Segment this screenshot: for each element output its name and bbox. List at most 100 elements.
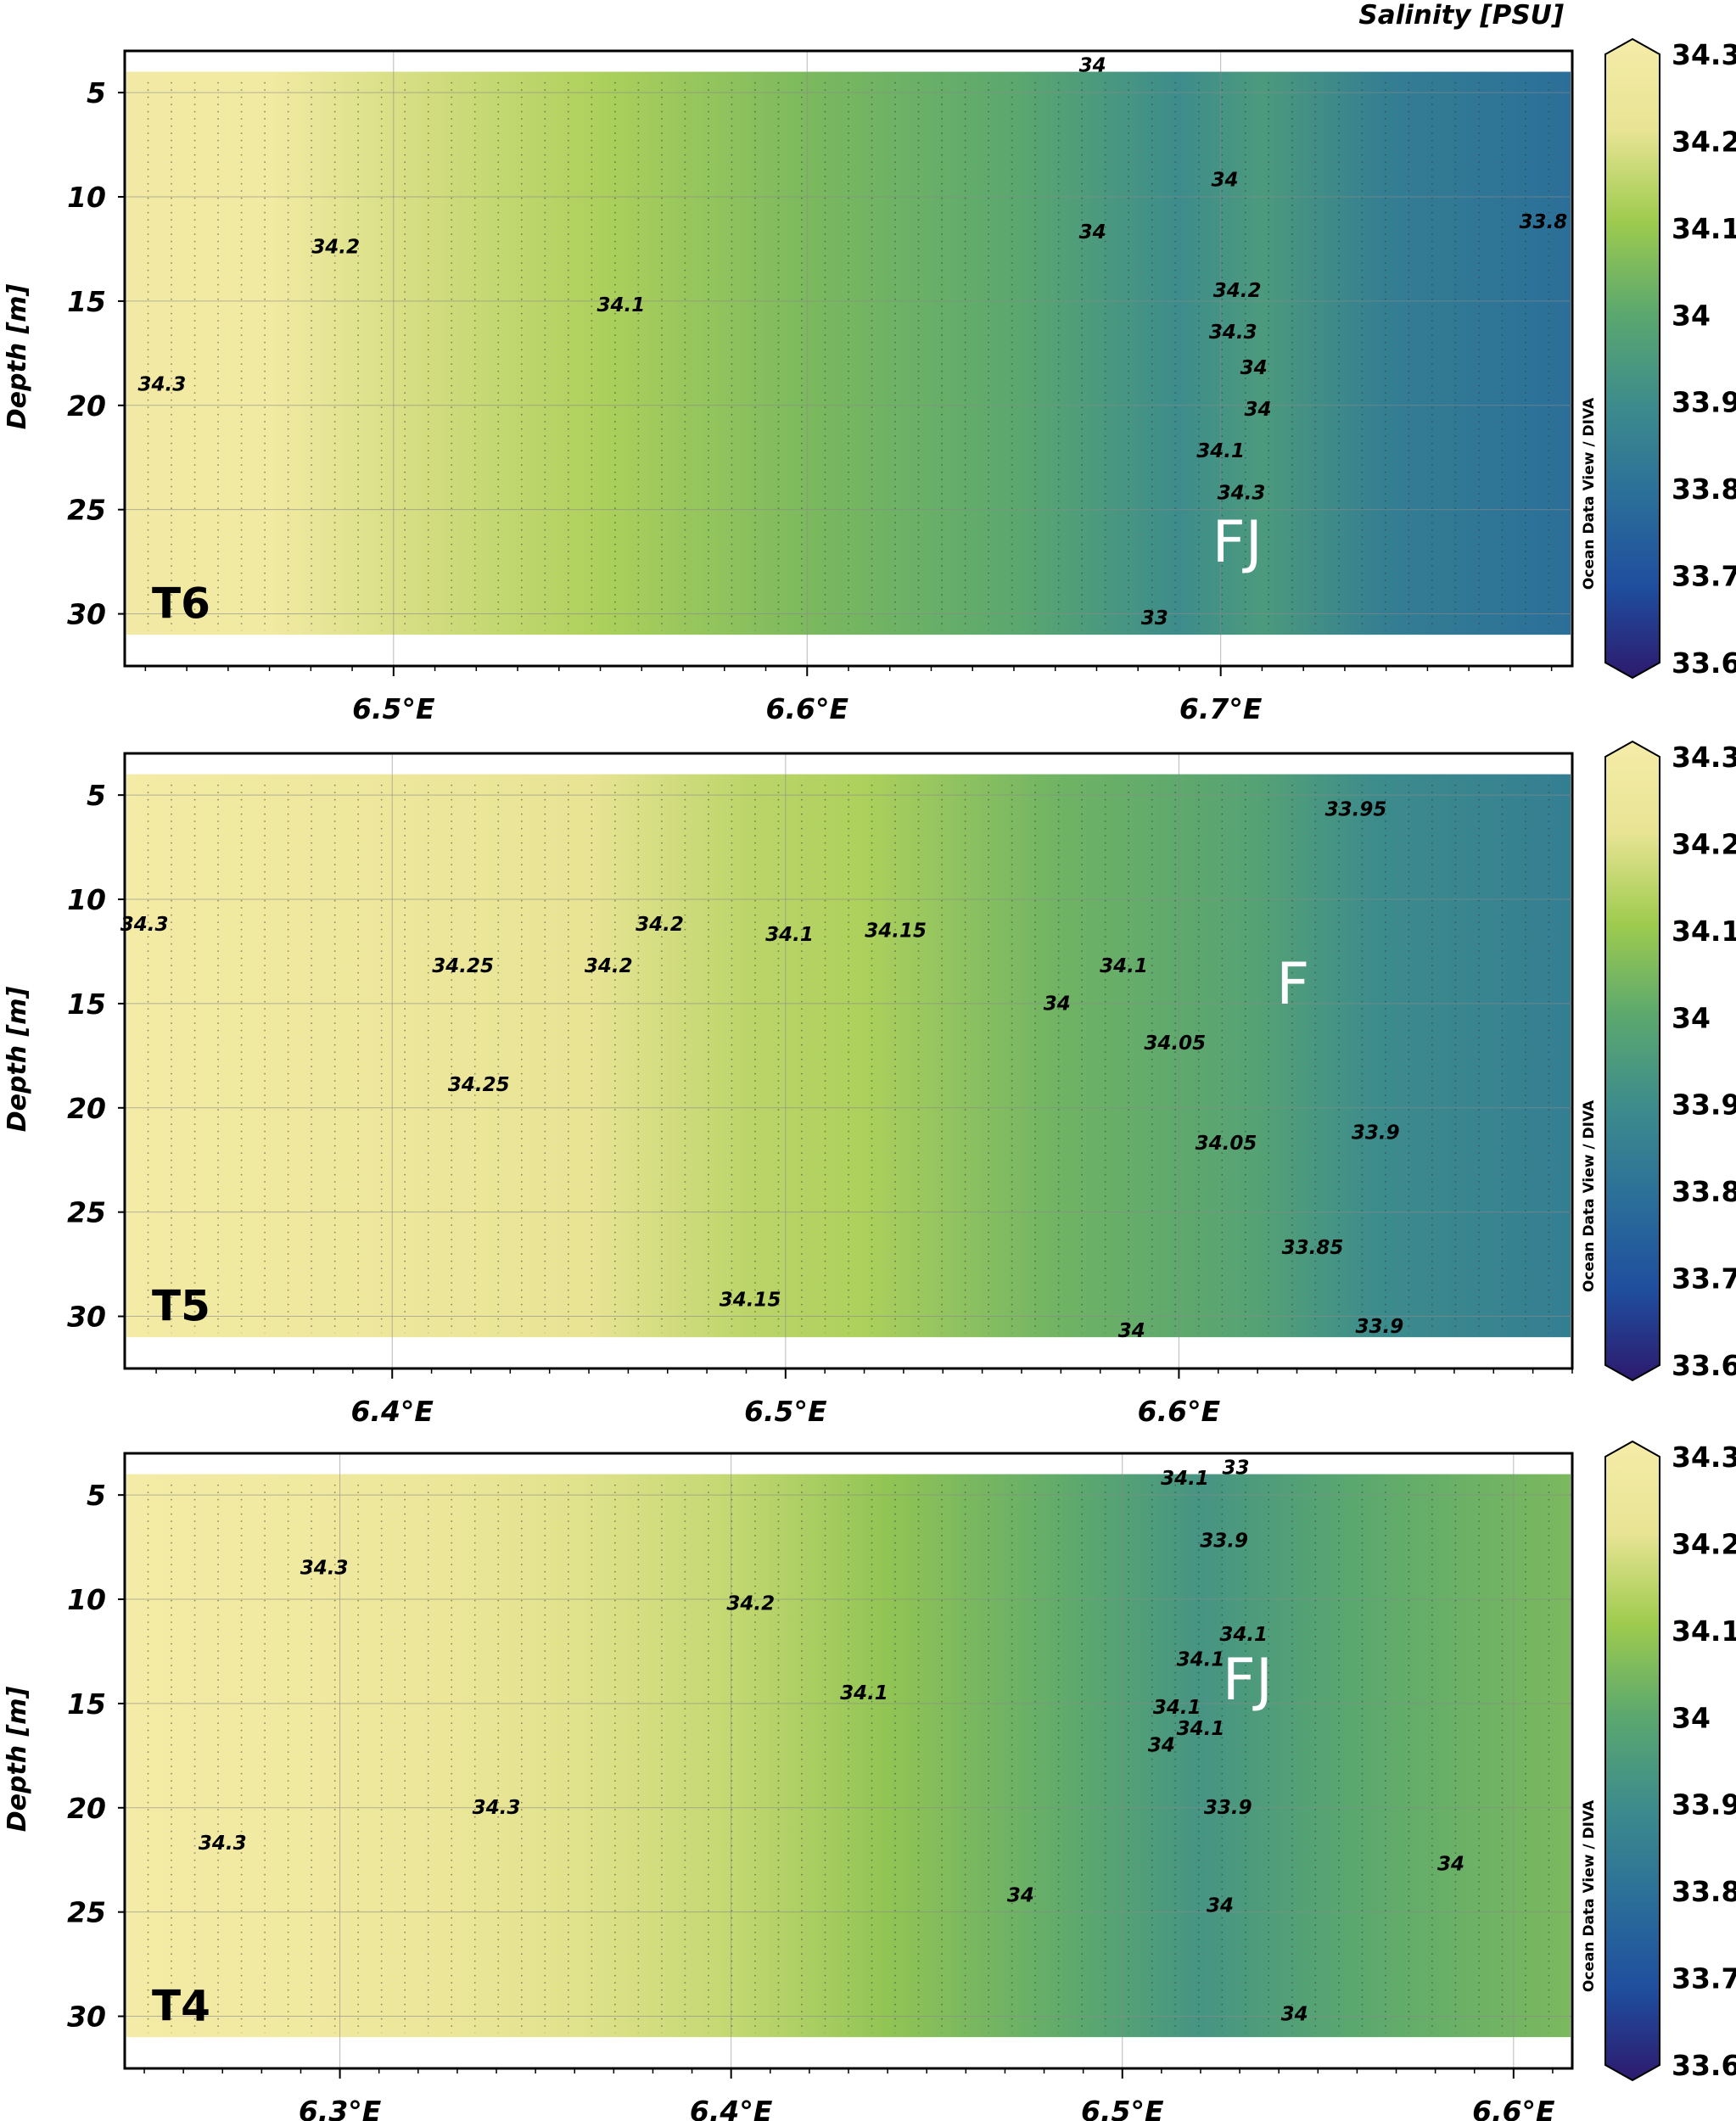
contour-label: 34.3 [1209,322,1257,344]
contour-label: 33.95 [1325,799,1387,821]
colorbar-tick-label: 33.9 [1672,1788,1736,1822]
contour-label: 33.9 [1200,1531,1248,1553]
contour-label: 34.1 [1177,1718,1225,1740]
contour-label: 34.1 [1219,1624,1268,1646]
y-tick-label: 20 [67,1092,106,1125]
x-tick-label: 6.6°E [1472,2095,1555,2121]
contour-label: 34 [1079,221,1106,243]
colorbar-scale [1604,740,1660,1382]
x-tick-label: 6.5°E [352,692,435,725]
colorbar-tick-label: 33.7 [1672,560,1736,593]
contour-label: 34.2 [311,236,360,258]
salinity-field [126,71,1571,635]
y-tick-label: 5 [87,779,106,812]
contour-label: 33.9 [1204,1797,1252,1819]
contour-label: 34.1 [1177,1649,1225,1671]
contour-label: 34.3 [473,1797,521,1819]
contour-label: 34.3 [120,914,169,936]
contour-label: 34.25 [432,955,494,977]
colorbar-tick-label: 33.6 [1672,1349,1736,1382]
y-tick-label: 15 [67,285,106,318]
x-tick-label: 6.3°E [299,2095,382,2121]
contour-label: 34.1 [597,294,646,316]
contour-label: 34.1 [1196,440,1245,462]
colorbar-tick-label: 33.6 [1672,646,1736,680]
contour-label: 34.15 [865,920,927,942]
y-tick-label: 10 [67,1583,106,1616]
colorbar-tick-label: 33.8 [1672,1175,1736,1208]
y-tick-label: 20 [67,389,106,423]
colorbar-tick-label: 34.2 [1672,827,1736,860]
contour-label: 34 [1281,2003,1308,2025]
colorbar-tick-label: 34.3 [1672,741,1736,774]
contour-label: 34.2 [1213,280,1262,302]
y-tick-label: 5 [87,76,106,109]
contour-label: 34.05 [1196,1133,1257,1155]
colorbar-tick-label: 33.9 [1672,1088,1736,1122]
contour-label: 34 [1437,1854,1464,1876]
colorbar-tick-label: 34.3 [1672,1441,1736,1474]
colorbar-tick-label: 34.1 [1672,212,1736,245]
front-label: FJ [1223,1647,1273,1714]
y-tick-label: 5 [87,1479,106,1512]
colorbar-side-label: Ocean Data View / DIVA [1581,397,1598,590]
y-tick-label: 25 [67,1896,106,1929]
contour-label: 33 [1222,1458,1249,1480]
contour-label: 33.9 [1352,1122,1400,1144]
y-tick-label: 10 [67,883,106,916]
panel-label: T4 [152,1981,210,2030]
y-tick-label: 30 [67,1301,106,1334]
y-tick-label: 15 [67,988,106,1021]
front-label: FJ [1212,509,1263,576]
panels: 34.334.234.1343433.834.234.3343434.134.3… [3,37,1736,2121]
contour-label: 34.1 [1100,955,1148,977]
y-tick-label: 15 [67,1687,106,1721]
salinity-field [126,1474,1571,2038]
panel-t6: 34.334.234.1343433.834.234.3343434.134.3… [3,37,1736,725]
contour-label: 34.2 [585,955,633,977]
x-tick-label: 6.6°E [1138,1395,1221,1428]
contour-label: 34.05 [1144,1033,1206,1055]
panel-t4: 34.334.334.334.234.134.133.934.134.134.1… [3,1440,1736,2121]
y-tick-label: 25 [67,494,106,527]
contour-label: 34.2 [636,914,684,936]
contour-label: 33.9 [1355,1316,1403,1338]
contour-label: 34.15 [720,1289,781,1311]
y-tick-label: 30 [67,598,106,631]
contour-label: 34 [1079,55,1106,77]
contour-label: 34 [1212,170,1239,192]
contour-label: 34.3 [1218,482,1266,504]
colorbar-tick-label: 34.2 [1672,125,1736,158]
contour-label: 34.1 [765,924,814,946]
contour-label: 34.25 [448,1074,510,1096]
contour-label: 34 [1207,1895,1234,1917]
colorbar-tick-label: 33.6 [1672,2049,1736,2082]
contour-label: 34 [1240,357,1268,379]
colorbar: 34.3 34.2 34.1 34 33.9 33.8 33.7 33.6 Ocean Data… [1581,740,1736,1382]
contour-label: 34.3 [199,1833,247,1855]
y-tick-label: 20 [67,1792,106,1825]
contour-label: 34.3 [137,374,186,396]
panel-label: T5 [152,1281,210,1330]
x-tick-label: 6.5°E [1081,2095,1164,2121]
panel-label: T6 [152,579,210,628]
contour-label: 34 [1044,993,1071,1015]
y-tick-label: 30 [67,2001,106,2034]
colorbar: 34.3 34.2 34.1 34 33.9 33.8 33.7 33.6 Ocean Data… [1581,37,1736,680]
colorbar-tick-label: 34.1 [1672,915,1736,948]
y-axis-label: Depth [m] [3,986,32,1132]
plot-frame [123,752,1574,1370]
colorbar-tick-label: 33.8 [1672,1875,1736,1908]
x-tick-label: 6.5°E [744,1395,827,1428]
y-tick-label: 10 [67,181,106,214]
x-tick-label: 6.4°E [690,2095,773,2121]
colorbar-tick-label: 34 [1672,1701,1711,1734]
colorbar-tick-label: 33.9 [1672,386,1736,419]
contour-label: 34 [1245,399,1272,421]
front-label: F [1276,951,1309,1018]
colorbar-title: Salinity [PSU] [1358,0,1564,31]
contour-label: 33 [1141,607,1168,630]
colorbar-tick-label: 34.1 [1672,1615,1736,1648]
